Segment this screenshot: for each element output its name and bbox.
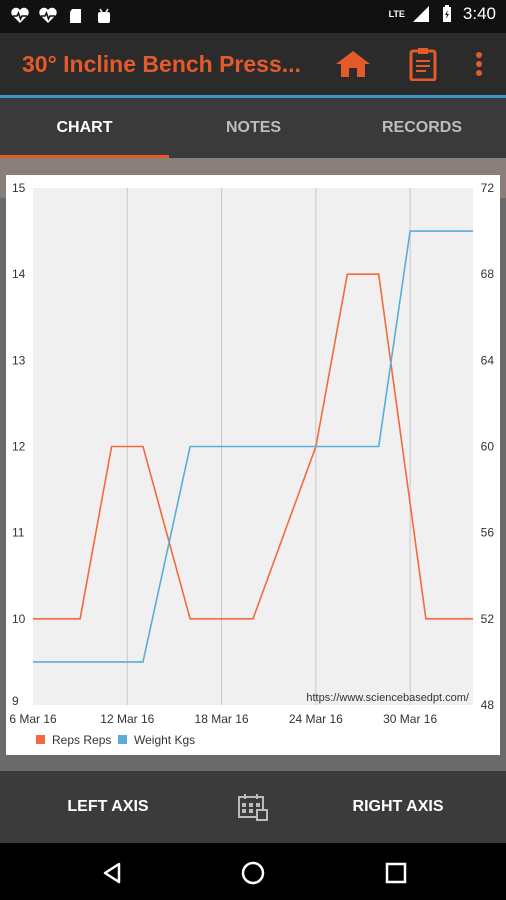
lte-label: LTE xyxy=(388,9,405,19)
right-tick-label: 56 xyxy=(481,526,495,540)
legend-label-0: Reps Reps xyxy=(52,733,111,747)
x-tick-label: 6 Mar 16 xyxy=(9,712,57,726)
signal-icon xyxy=(412,6,429,22)
left-tick-label: 15 xyxy=(12,181,26,195)
right-tick-label: 72 xyxy=(481,181,495,195)
legend: Reps Reps Weight Kgs xyxy=(36,733,195,747)
x-tick-label: 18 Mar 16 xyxy=(195,712,249,726)
legend-swatch-1 xyxy=(118,735,127,744)
calendar-button[interactable] xyxy=(230,771,276,843)
recents-button[interactable] xyxy=(376,853,416,893)
left-axis-button[interactable]: LEFT AXIS xyxy=(67,798,149,815)
x-tick-label: 30 Mar 16 xyxy=(383,712,437,726)
calendar-icon xyxy=(238,794,268,821)
right-tick-label: 68 xyxy=(481,267,495,281)
series-line-0 xyxy=(33,273,473,620)
right-tick-label: 60 xyxy=(481,440,495,454)
home-icon xyxy=(336,51,370,77)
app-bar: 30° Incline Bench Press... xyxy=(0,33,506,98)
progress-chart[interactable]: 9 10 11 12 13 14 15 48 52 56 60 64 68 72 6 Mar 16 12 … xyxy=(6,175,500,755)
chart-panel: 9 10 11 12 13 14 15 48 52 56 60 64 68 72 6 Mar 16 12 … xyxy=(0,158,506,771)
recents-icon xyxy=(385,862,407,884)
chart-card: 9 10 11 12 13 14 15 48 52 56 60 64 68 72 6 Mar 16 12 … xyxy=(6,175,500,755)
home-nav-button[interactable] xyxy=(233,853,273,893)
home-circle-icon xyxy=(241,861,265,885)
left-tick-label: 13 xyxy=(12,353,26,367)
appbar-divider xyxy=(0,95,506,98)
right-axis-ticks: 48 52 56 60 64 68 72 xyxy=(481,181,495,712)
left-tick-label: 14 xyxy=(12,267,26,281)
series-line-1 xyxy=(33,230,473,663)
x-tick-label: 12 Mar 16 xyxy=(100,712,154,726)
x-axis-ticks: 6 Mar 16 12 Mar 16 18 Mar 16 24 Mar 16 30 Ma… xyxy=(9,712,437,726)
left-tick-label: 10 xyxy=(12,612,26,626)
tab-chart[interactable]: CHART xyxy=(56,119,113,136)
legend-swatch-0 xyxy=(36,735,45,744)
series-layer xyxy=(33,230,473,663)
left-tick-label: 11 xyxy=(12,526,25,540)
battery-icon xyxy=(442,5,451,22)
tab-notes[interactable]: NOTES xyxy=(225,119,282,136)
clipboard-button[interactable] xyxy=(404,46,442,82)
home-button[interactable] xyxy=(334,46,372,82)
clock: 3:40 xyxy=(462,4,496,23)
back-icon xyxy=(103,862,121,884)
left-tick-label: 9 xyxy=(12,694,19,708)
right-tick-label: 52 xyxy=(481,612,495,626)
clipboard-icon xyxy=(409,48,437,81)
right-tick-label: 48 xyxy=(481,698,495,712)
active-tab-indicator xyxy=(0,155,169,158)
left-tick-label: 12 xyxy=(12,440,26,454)
heart-rate-icon xyxy=(11,7,29,23)
bottom-toolbar: LEFT AXIS RIGHT AXIS xyxy=(0,771,506,843)
system-icons: LTE 3:40 xyxy=(389,4,496,24)
tab-bar: CHART NOTES RECORDS xyxy=(0,98,506,158)
overflow-menu-button[interactable] xyxy=(461,46,497,82)
android-icon xyxy=(98,8,110,23)
left-axis-ticks: 9 10 11 12 13 14 15 xyxy=(12,181,26,708)
tab-records[interactable]: RECORDS xyxy=(381,119,462,136)
legend-label-1: Weight Kgs xyxy=(134,733,195,747)
status-bar: LTE 3:40 xyxy=(0,0,506,33)
heart-rate-icon-2 xyxy=(39,7,57,23)
right-axis-button[interactable]: RIGHT AXIS xyxy=(352,798,444,815)
page-title: 30° Incline Bench Press... xyxy=(22,51,301,77)
watermark: https://www.sciencebasedpt.com/ xyxy=(306,692,470,704)
x-tick-label: 24 Mar 16 xyxy=(289,712,343,726)
back-button[interactable] xyxy=(92,853,132,893)
right-tick-label: 64 xyxy=(481,353,495,367)
more-vertical-icon xyxy=(476,52,482,76)
notification-icons xyxy=(10,6,114,26)
navigation-bar xyxy=(0,843,506,900)
sd-card-icon xyxy=(70,9,81,23)
